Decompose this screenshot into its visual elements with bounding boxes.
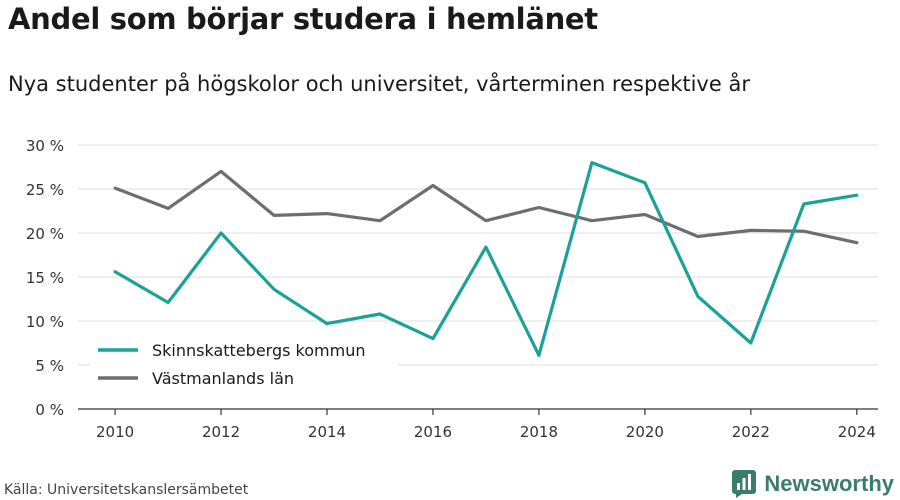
x-tick-label: 2010 bbox=[96, 423, 134, 441]
x-axis: 2010 2012 2014 2016 2018 2020 2022 2024 bbox=[78, 408, 878, 441]
y-axis: 0 % 5 % 10 % 15 % 20 % 25 % 30 % bbox=[26, 137, 64, 419]
y-tick-label: 10 % bbox=[26, 313, 64, 331]
legend-label: Västmanlands län bbox=[152, 369, 294, 388]
x-tick-label: 2012 bbox=[202, 423, 240, 441]
chart-title: Andel som börjar studera i hemlänet bbox=[8, 2, 598, 36]
legend-label: Skinnskattebergs kommun bbox=[152, 341, 365, 360]
line-chart: 0 %5 %10 %15 %20 %25 %30 % 2010 2012 2014 2… bbox=[26, 137, 878, 441]
x-tick-label: 2022 bbox=[732, 423, 770, 441]
y-tick-label: 25 % bbox=[26, 181, 64, 199]
x-tick-label: 2016 bbox=[414, 423, 452, 441]
source-note: Källa: Universitetskanslersämbetet bbox=[4, 482, 249, 498]
y-tick-label: 30 % bbox=[26, 137, 64, 155]
chart-subtitle: Nya studenter på högskolor och universit… bbox=[8, 72, 750, 96]
y-tick-label: 5 % bbox=[35, 357, 64, 375]
x-tick-label: 2014 bbox=[308, 423, 346, 441]
brand-logo[interactable]: Newsworthy bbox=[732, 470, 894, 498]
brand-name: Newsworthy bbox=[764, 471, 894, 496]
series-line-skinnskatteberg bbox=[113, 161, 859, 357]
y-tick-label: 20 % bbox=[26, 225, 64, 243]
series-lines bbox=[113, 161, 859, 357]
x-tick-label: 2018 bbox=[520, 423, 558, 441]
gridlines bbox=[78, 144, 878, 366]
y-tick-label: 0 % bbox=[35, 401, 64, 419]
x-tick-label: 2024 bbox=[838, 423, 876, 441]
legend-background bbox=[90, 336, 398, 396]
series-line-vastmanland bbox=[113, 169, 859, 245]
x-tick-label: 2020 bbox=[626, 423, 664, 441]
y-tick-label: 15 % bbox=[26, 269, 64, 287]
newsworthy-logo-icon bbox=[732, 470, 757, 498]
legend: Skinnskattebergs kommun Västmanlands län bbox=[90, 336, 398, 396]
